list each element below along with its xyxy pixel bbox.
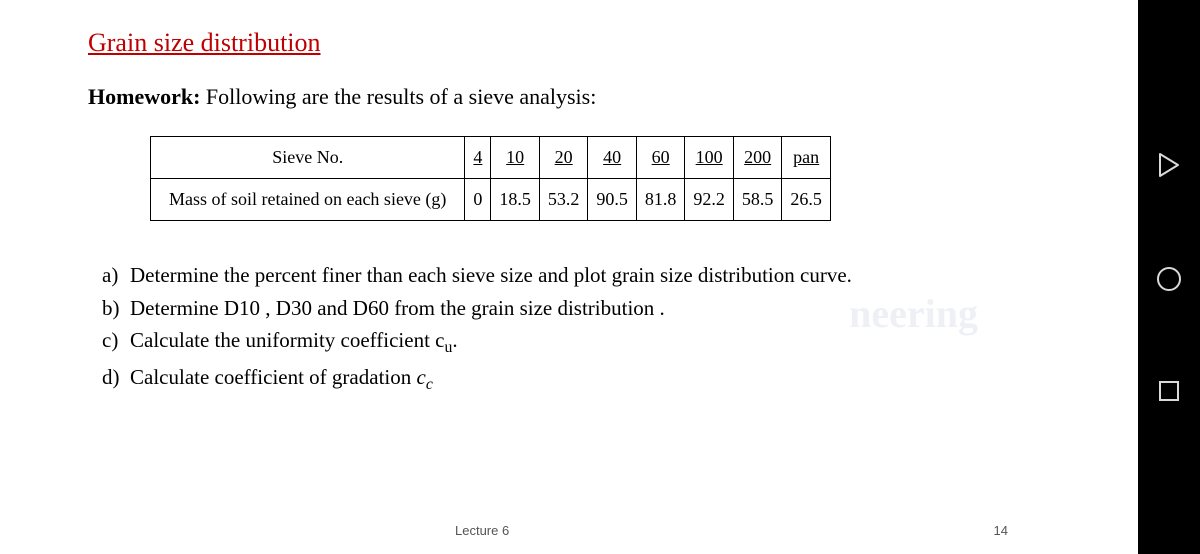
cell: 58.5 [733,179,782,221]
section-title: Grain size distribution [88,28,1050,58]
cell: 20 [539,137,588,179]
list-item: b)Determine D10 , D30 and D60 from the g… [102,292,1050,325]
homework-text: Following are the results of a sieve ana… [200,84,596,109]
list-item: c)Calculate the uniformity coefficient c… [102,324,1050,361]
item-text: Calculate coefficient of gradation [130,365,416,389]
footer-page: 14 [994,523,1008,538]
document-page: Grain size distribution Homework: Follow… [0,0,1138,554]
table-row: Mass of soil retained on each sieve (g) … [151,179,831,221]
cell: 10 [491,137,540,179]
item-label: d) [102,361,130,394]
table-row: Sieve No. 4 10 20 40 60 100 200 pan [151,137,831,179]
item-text: Determine D10 , D30 and D60 from the gra… [130,296,665,320]
circle-icon[interactable] [1156,266,1182,292]
page-footer: Lecture 6 14 [0,523,1138,538]
cell: 200 [733,137,782,179]
cell: 92.2 [685,179,734,221]
homework-line: Homework: Following are the results of a… [88,84,1050,110]
row-label: Mass of soil retained on each sieve (g) [151,179,465,221]
item-text: Calculate the uniformity coefficient c [130,328,445,352]
cell: 40 [588,137,637,179]
item-label: c) [102,324,130,357]
item-text: Determine the percent finer than each si… [130,263,852,287]
cell: pan [782,137,831,179]
cell: 81.8 [636,179,685,221]
list-item: d)Calculate coefficient of gradation cc [102,361,1050,398]
cell: 90.5 [588,179,637,221]
cell: 26.5 [782,179,831,221]
cell: 53.2 [539,179,588,221]
system-navbar [1138,0,1200,554]
sieve-table: Sieve No. 4 10 20 40 60 100 200 pan Mass… [150,136,831,221]
item-label: a) [102,259,130,292]
cell: 4 [465,137,491,179]
footer-lecture: Lecture 6 [455,523,509,538]
row-label: Sieve No. [151,137,465,179]
item-text: . [452,328,457,352]
play-icon[interactable] [1158,152,1180,178]
list-item: a)Determine the percent finer than each … [102,259,1050,292]
homework-label: Homework: [88,84,200,109]
cell: 60 [636,137,685,179]
cell: 0 [465,179,491,221]
cell: 18.5 [491,179,540,221]
subscript: c [426,376,433,393]
question-list: a)Determine the percent finer than each … [102,259,1050,397]
item-label: b) [102,292,130,325]
cell: 100 [685,137,734,179]
variable: c [416,365,425,389]
square-icon[interactable] [1158,380,1180,402]
